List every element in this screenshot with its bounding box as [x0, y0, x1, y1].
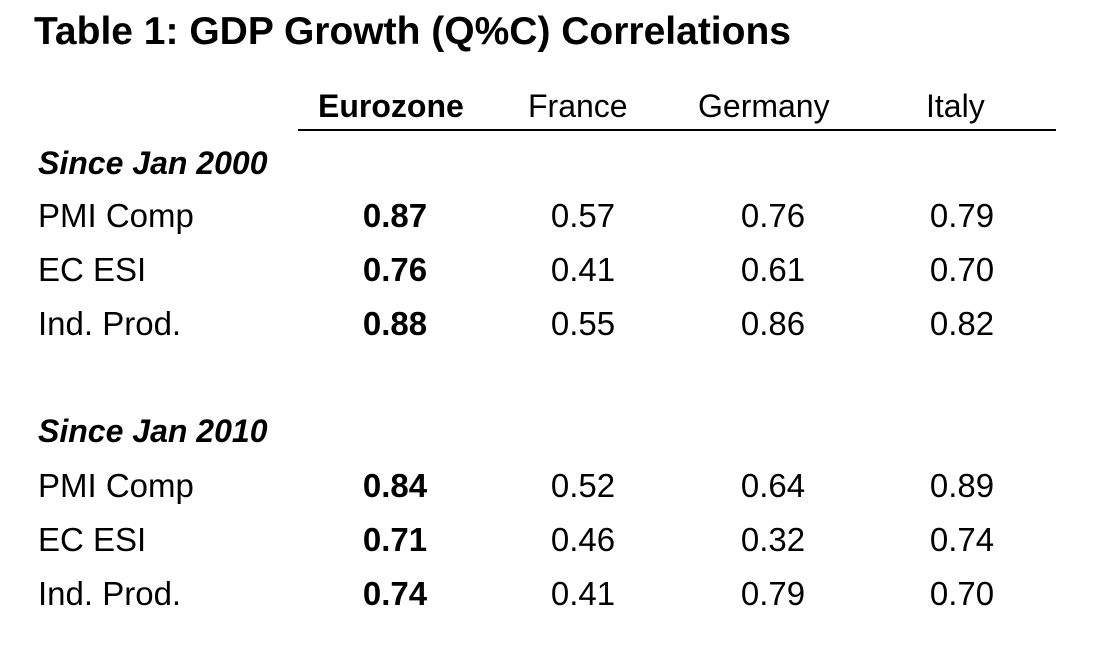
row-label: Ind. Prod.	[38, 575, 182, 612]
cell-germany: 0.61	[740, 251, 806, 288]
row-label: Ind. Prod.	[38, 305, 182, 342]
cell-france: 0.52	[550, 467, 616, 504]
cell-france: 0.55	[550, 305, 616, 342]
cell-italy: 0.70	[929, 251, 995, 288]
cell-germany: 0.86	[740, 305, 806, 342]
row-label: PMI Comp	[38, 467, 194, 504]
cell-france: 0.57	[550, 197, 616, 234]
cell-italy: 0.82	[929, 305, 995, 342]
column-header-france: France	[528, 88, 628, 124]
cell-eurozone: 0.87	[362, 197, 428, 234]
cell-italy: 0.89	[929, 467, 995, 504]
cell-eurozone: 0.76	[362, 251, 428, 288]
row-label: EC ESI	[38, 251, 147, 288]
cell-eurozone: 0.74	[362, 575, 428, 612]
header-underline	[298, 129, 1056, 131]
cell-eurozone: 0.88	[362, 305, 428, 342]
row-label: PMI Comp	[38, 197, 194, 234]
cell-germany: 0.76	[740, 197, 806, 234]
cell-germany: 0.32	[740, 521, 806, 558]
cell-italy: 0.79	[929, 197, 995, 234]
cell-france: 0.46	[550, 521, 616, 558]
section-label-2010: Since Jan 2010	[38, 413, 268, 449]
cell-italy: 0.70	[929, 575, 995, 612]
table-title: Table 1: GDP Growth (Q%C) Correlations	[34, 10, 791, 53]
cell-eurozone: 0.71	[362, 521, 428, 558]
cell-eurozone: 0.84	[362, 467, 428, 504]
cell-italy: 0.74	[929, 521, 995, 558]
column-header-eurozone: Eurozone	[318, 88, 464, 124]
cell-germany: 0.64	[740, 467, 806, 504]
row-label: EC ESI	[38, 521, 147, 558]
column-header-italy: Italy	[926, 88, 985, 124]
cell-germany: 0.79	[740, 575, 806, 612]
cell-france: 0.41	[550, 575, 616, 612]
column-header-germany: Germany	[698, 88, 830, 124]
section-label-2000: Since Jan 2000	[38, 145, 268, 181]
cell-france: 0.41	[550, 251, 616, 288]
